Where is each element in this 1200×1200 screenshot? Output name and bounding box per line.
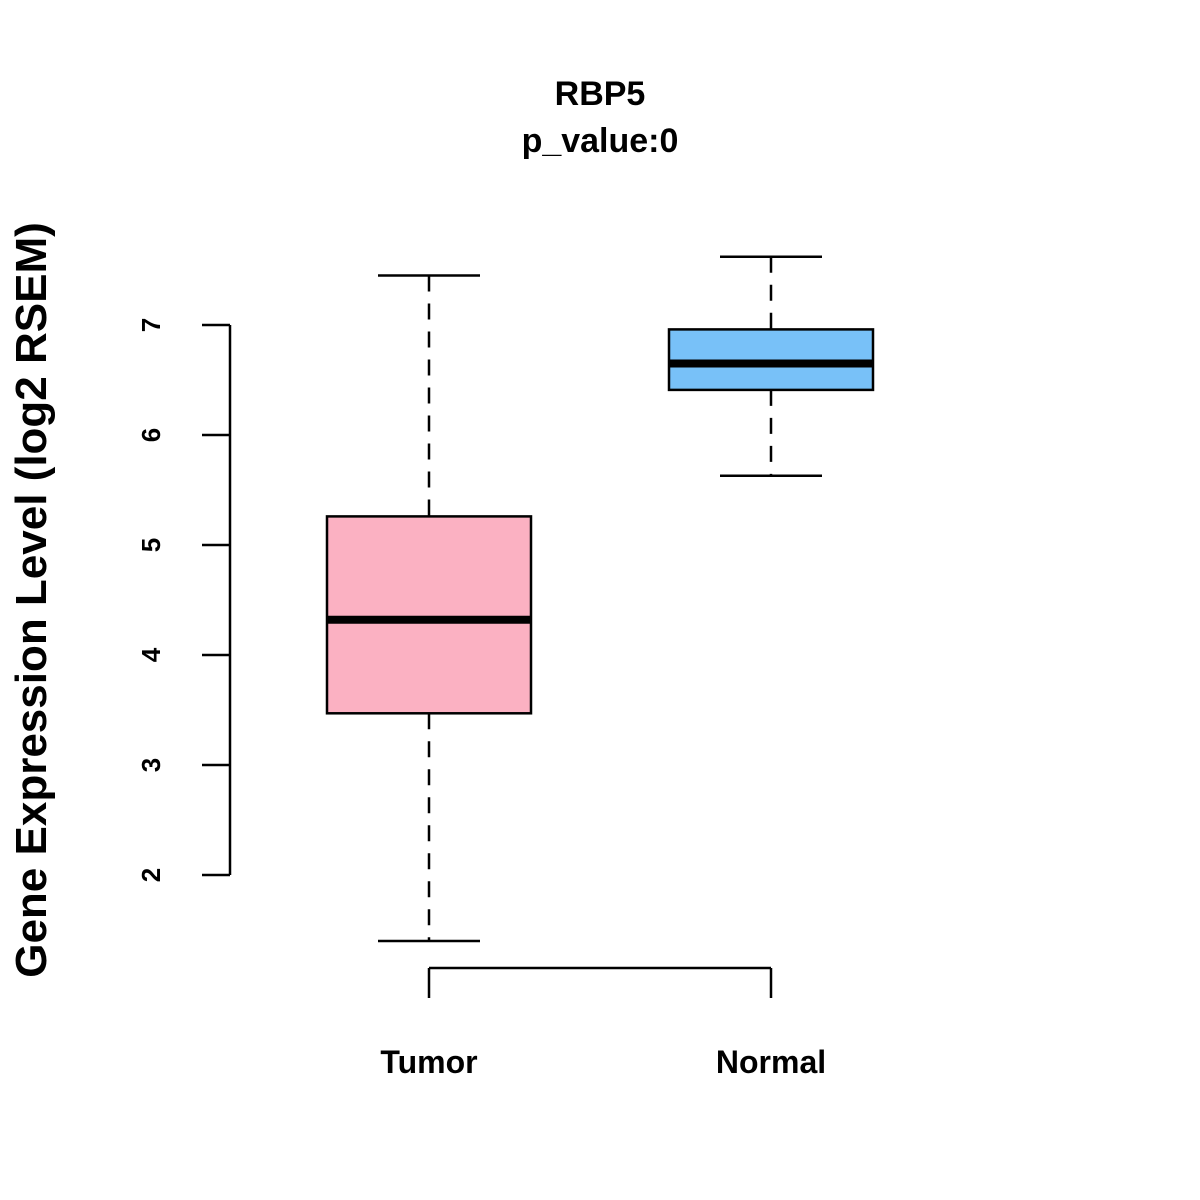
y-tick-label: 4 xyxy=(136,647,166,662)
x-tick-label: Tumor xyxy=(380,1044,477,1080)
x-tick-label: Normal xyxy=(716,1044,826,1080)
y-axis-label: Gene Expression Level (log2 RSEM) xyxy=(7,222,56,978)
y-tick-label: 2 xyxy=(136,868,166,882)
box-tumor xyxy=(325,515,533,715)
chart-title: RBP5 xyxy=(555,75,646,113)
y-tick-label: 5 xyxy=(136,538,166,552)
chart-subtitle: p_value:0 xyxy=(522,122,679,160)
y-tick-label: 3 xyxy=(136,758,166,772)
y-tick-label: 6 xyxy=(136,428,166,442)
y-tick-label: 7 xyxy=(136,318,166,332)
